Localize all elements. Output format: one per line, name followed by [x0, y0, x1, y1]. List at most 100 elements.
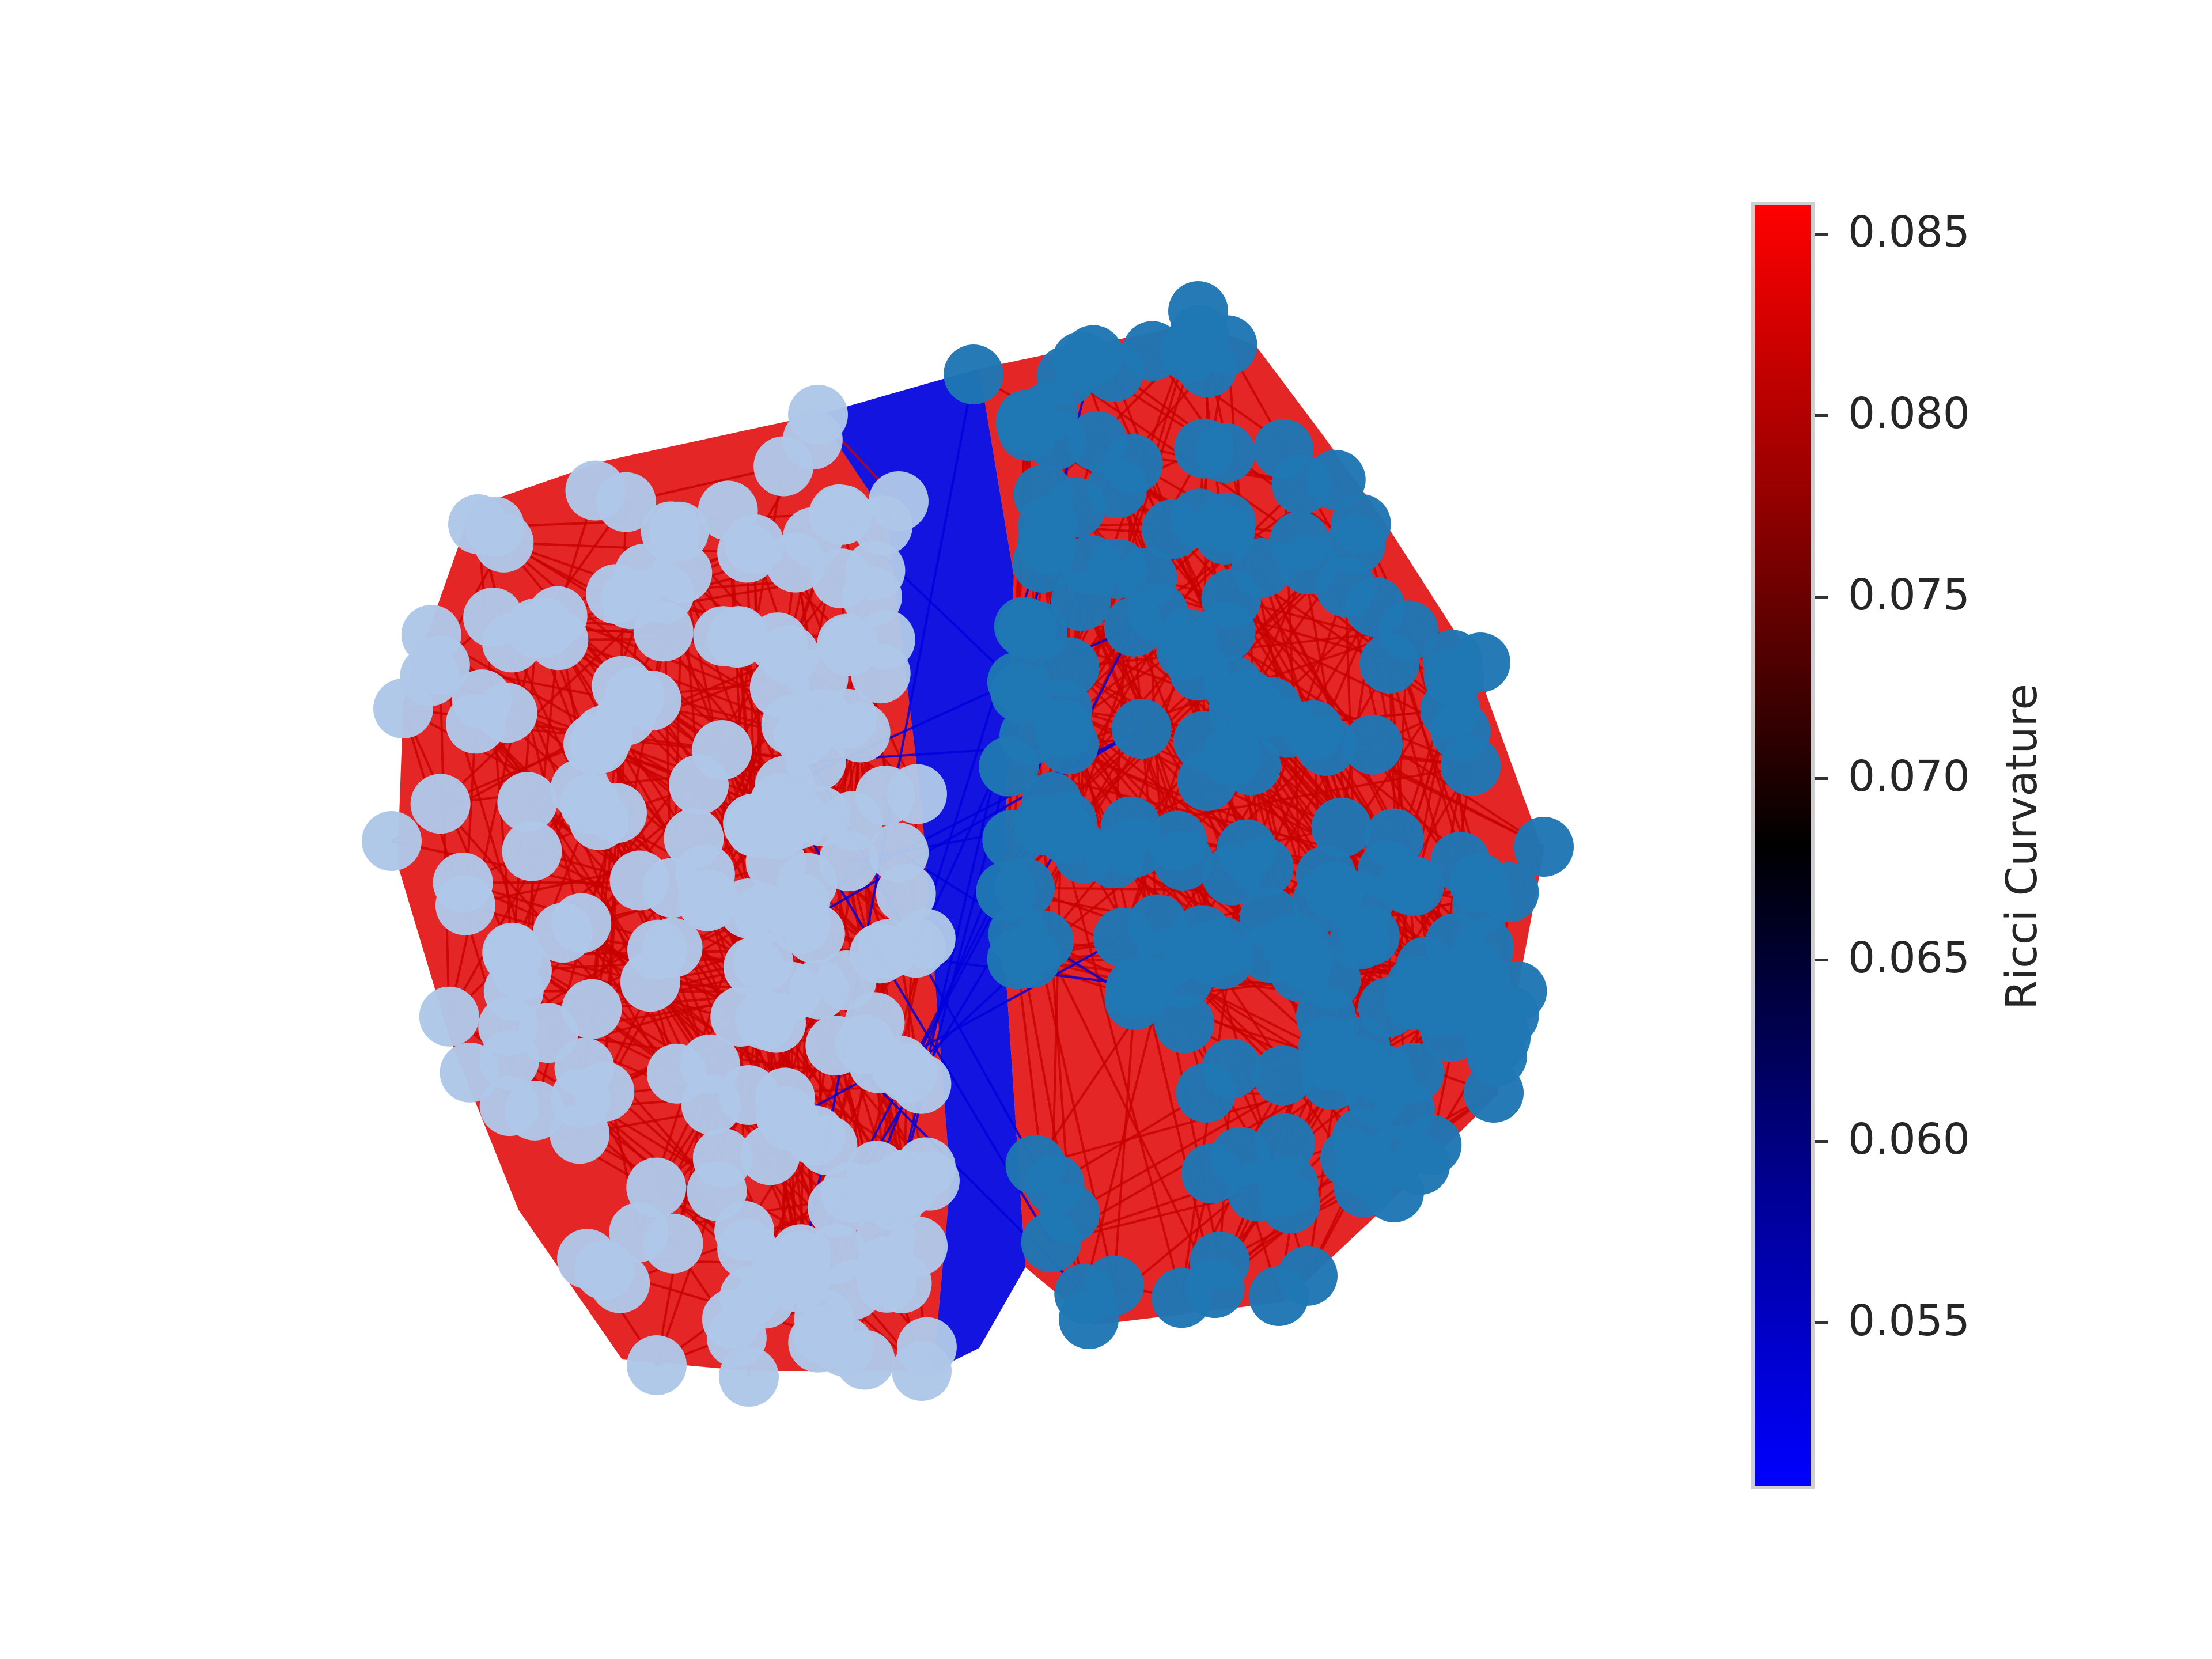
- node-community-b: [1283, 700, 1344, 760]
- colorbar-tick: [1815, 414, 1828, 418]
- node-community-b: [1514, 817, 1574, 877]
- colorbar-tick-label: 0.075: [1848, 570, 1970, 620]
- node-community-b: [995, 858, 1055, 918]
- node-community-a: [888, 1216, 948, 1277]
- node-community-a: [551, 1068, 611, 1128]
- node-community-b: [1331, 494, 1391, 554]
- edge-bundle-inter: [818, 369, 1025, 1371]
- node-community-a: [719, 1347, 779, 1407]
- colorbar: [1751, 202, 1815, 1489]
- node-community-a: [723, 793, 783, 854]
- node-community-a: [876, 863, 936, 924]
- node-community-a: [410, 635, 470, 695]
- node-community-a: [478, 997, 539, 1057]
- node-community-b: [1311, 797, 1372, 858]
- node-community-b: [1330, 910, 1390, 970]
- node-community-a: [845, 540, 906, 601]
- node-community-a: [532, 903, 593, 963]
- node-community-a: [627, 1335, 687, 1395]
- node-community-a: [812, 484, 873, 545]
- node-community-b: [987, 652, 1047, 712]
- node-community-b: [997, 389, 1057, 450]
- node-community-a: [643, 1213, 703, 1274]
- node-community-b: [1024, 1154, 1085, 1214]
- node-community-a: [761, 695, 821, 755]
- node-community-a: [693, 606, 753, 666]
- node-community-a: [770, 873, 830, 933]
- node-community-b: [1201, 1038, 1262, 1099]
- colorbar-tick: [1815, 596, 1828, 599]
- colorbar-tick-label: 0.065: [1848, 933, 1970, 983]
- node-community-a: [770, 1252, 830, 1313]
- edge: [503, 541, 748, 554]
- node-community-b: [1033, 699, 1093, 759]
- node-community-b: [1113, 956, 1174, 1016]
- node-community-b: [1258, 1155, 1319, 1215]
- node-community-a: [895, 908, 956, 969]
- node-community-a: [621, 671, 681, 731]
- node-community-b: [944, 344, 1003, 404]
- node-community-b: [1087, 458, 1147, 518]
- node-community-b: [1316, 557, 1376, 618]
- node-community-b: [1249, 1266, 1309, 1326]
- node-community-a: [669, 755, 729, 815]
- node-community-a: [765, 532, 825, 593]
- node-community-b: [1154, 993, 1214, 1054]
- node-community-a: [748, 612, 808, 673]
- node-community-a: [785, 1105, 846, 1166]
- node-community-a: [788, 385, 848, 445]
- colorbar-tick: [1815, 1139, 1828, 1143]
- node-community-b: [1101, 796, 1161, 857]
- node-community-a: [846, 1162, 906, 1223]
- node-community-a: [590, 1253, 650, 1313]
- node-community-a: [560, 774, 620, 834]
- colorbar-tick-label: 0.080: [1848, 389, 1970, 439]
- node-community-b: [1364, 808, 1425, 869]
- node-community-a: [819, 831, 879, 892]
- node-community-b: [1386, 956, 1446, 1016]
- node-community-b: [1084, 342, 1144, 402]
- node-community-a: [482, 922, 543, 983]
- node-community-b: [994, 596, 1054, 657]
- node-community-b: [1173, 711, 1234, 771]
- colorbar-tick: [1815, 1321, 1828, 1324]
- node-community-a: [448, 494, 508, 554]
- node-community-a: [817, 613, 877, 674]
- node-community-b: [1320, 1128, 1381, 1188]
- node-community-a: [633, 601, 694, 662]
- node-community-b: [1364, 1162, 1424, 1222]
- edge: [1050, 992, 1483, 1244]
- node-community-b: [1203, 656, 1264, 717]
- colorbar-tick-label: 0.060: [1848, 1114, 1970, 1164]
- node-community-a: [497, 772, 558, 832]
- node-community-b: [1239, 887, 1300, 948]
- node-community-b: [1059, 1289, 1119, 1349]
- node-community-b: [1168, 281, 1228, 341]
- node-community-b: [1450, 632, 1510, 692]
- node-community-b: [1190, 1231, 1250, 1291]
- colorbar-title: Ricci Curvature: [1997, 684, 2047, 1010]
- node-community-b: [1093, 907, 1153, 968]
- node-community-a: [816, 950, 877, 1011]
- node-community-b: [1305, 449, 1366, 510]
- node-community-a: [362, 811, 422, 871]
- node-community-a: [445, 694, 506, 754]
- node-community-b: [1201, 569, 1262, 629]
- node-community-a: [761, 961, 821, 1022]
- node-community-b: [1181, 1143, 1241, 1204]
- node-community-b: [1384, 856, 1444, 916]
- node-community-b: [1021, 1212, 1081, 1272]
- node-community-a: [506, 598, 566, 658]
- node-community-a: [410, 774, 471, 834]
- node-community-b: [1450, 949, 1510, 1009]
- node-community-b: [1430, 831, 1491, 892]
- node-community-a: [817, 688, 877, 749]
- edge: [402, 708, 514, 955]
- edge: [1132, 626, 1159, 925]
- node-community-b: [1051, 571, 1111, 631]
- node-community-b: [1172, 905, 1232, 965]
- node-community-b: [1253, 419, 1313, 479]
- node-community-a: [419, 986, 479, 1047]
- node-community-b: [1013, 464, 1074, 525]
